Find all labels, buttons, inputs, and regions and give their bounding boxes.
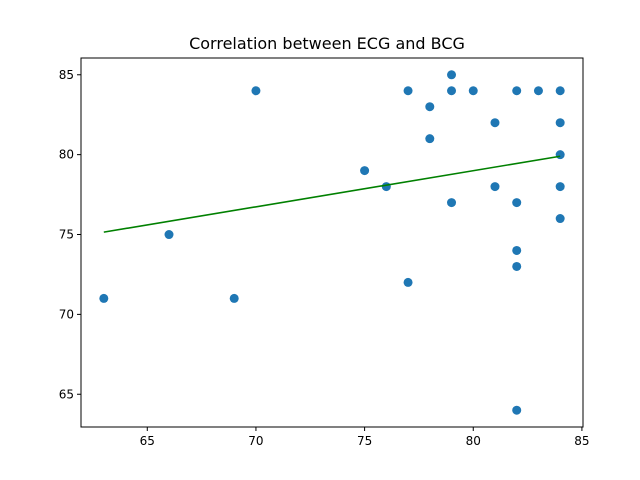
scatter-point bbox=[447, 198, 457, 208]
scatter-point bbox=[99, 293, 109, 303]
y-tick-label: 80 bbox=[59, 148, 74, 162]
y-tick-label: 70 bbox=[59, 307, 74, 321]
scatter-point bbox=[555, 118, 565, 128]
plot-frame bbox=[80, 57, 584, 428]
scatter-point bbox=[512, 405, 522, 415]
scatter-point bbox=[381, 182, 391, 192]
chart-title: Correlation between ECG and BCG bbox=[189, 34, 465, 53]
scatter-point bbox=[425, 134, 435, 144]
scatter-point bbox=[425, 102, 435, 112]
y-tick-label: 85 bbox=[59, 68, 74, 82]
scatter-point bbox=[251, 86, 261, 96]
scatter-point bbox=[555, 214, 565, 224]
scatter-point bbox=[512, 198, 522, 208]
scatter-point bbox=[229, 293, 239, 303]
x-tick-label: 80 bbox=[466, 434, 481, 448]
scatter-point bbox=[447, 70, 457, 80]
scatter-point bbox=[555, 86, 565, 96]
x-tick-label: 70 bbox=[248, 434, 263, 448]
scatter-point bbox=[447, 86, 457, 96]
scatter-point bbox=[164, 230, 174, 240]
scatter-point bbox=[403, 277, 413, 287]
plot-area: 65 70 75 80 85 65 70 75 80 85 bbox=[59, 57, 590, 448]
y-tick-label: 65 bbox=[59, 387, 74, 401]
scatter-point bbox=[512, 86, 522, 96]
scatter-point bbox=[360, 166, 370, 176]
scatter-point bbox=[468, 86, 478, 96]
scatter-point bbox=[533, 86, 543, 96]
scatter-point bbox=[490, 118, 500, 128]
scatter-point bbox=[403, 86, 413, 96]
scatter-point bbox=[555, 150, 565, 160]
scatter-point bbox=[490, 182, 500, 192]
scatter-point bbox=[512, 245, 522, 255]
x-tick-label: 65 bbox=[140, 434, 155, 448]
fit-line bbox=[103, 155, 561, 233]
y-tick-label: 75 bbox=[59, 228, 74, 242]
x-tick-label: 75 bbox=[357, 434, 372, 448]
scatter-point bbox=[512, 261, 522, 271]
x-tick-label: 85 bbox=[574, 434, 589, 448]
scatter-point bbox=[555, 182, 565, 192]
